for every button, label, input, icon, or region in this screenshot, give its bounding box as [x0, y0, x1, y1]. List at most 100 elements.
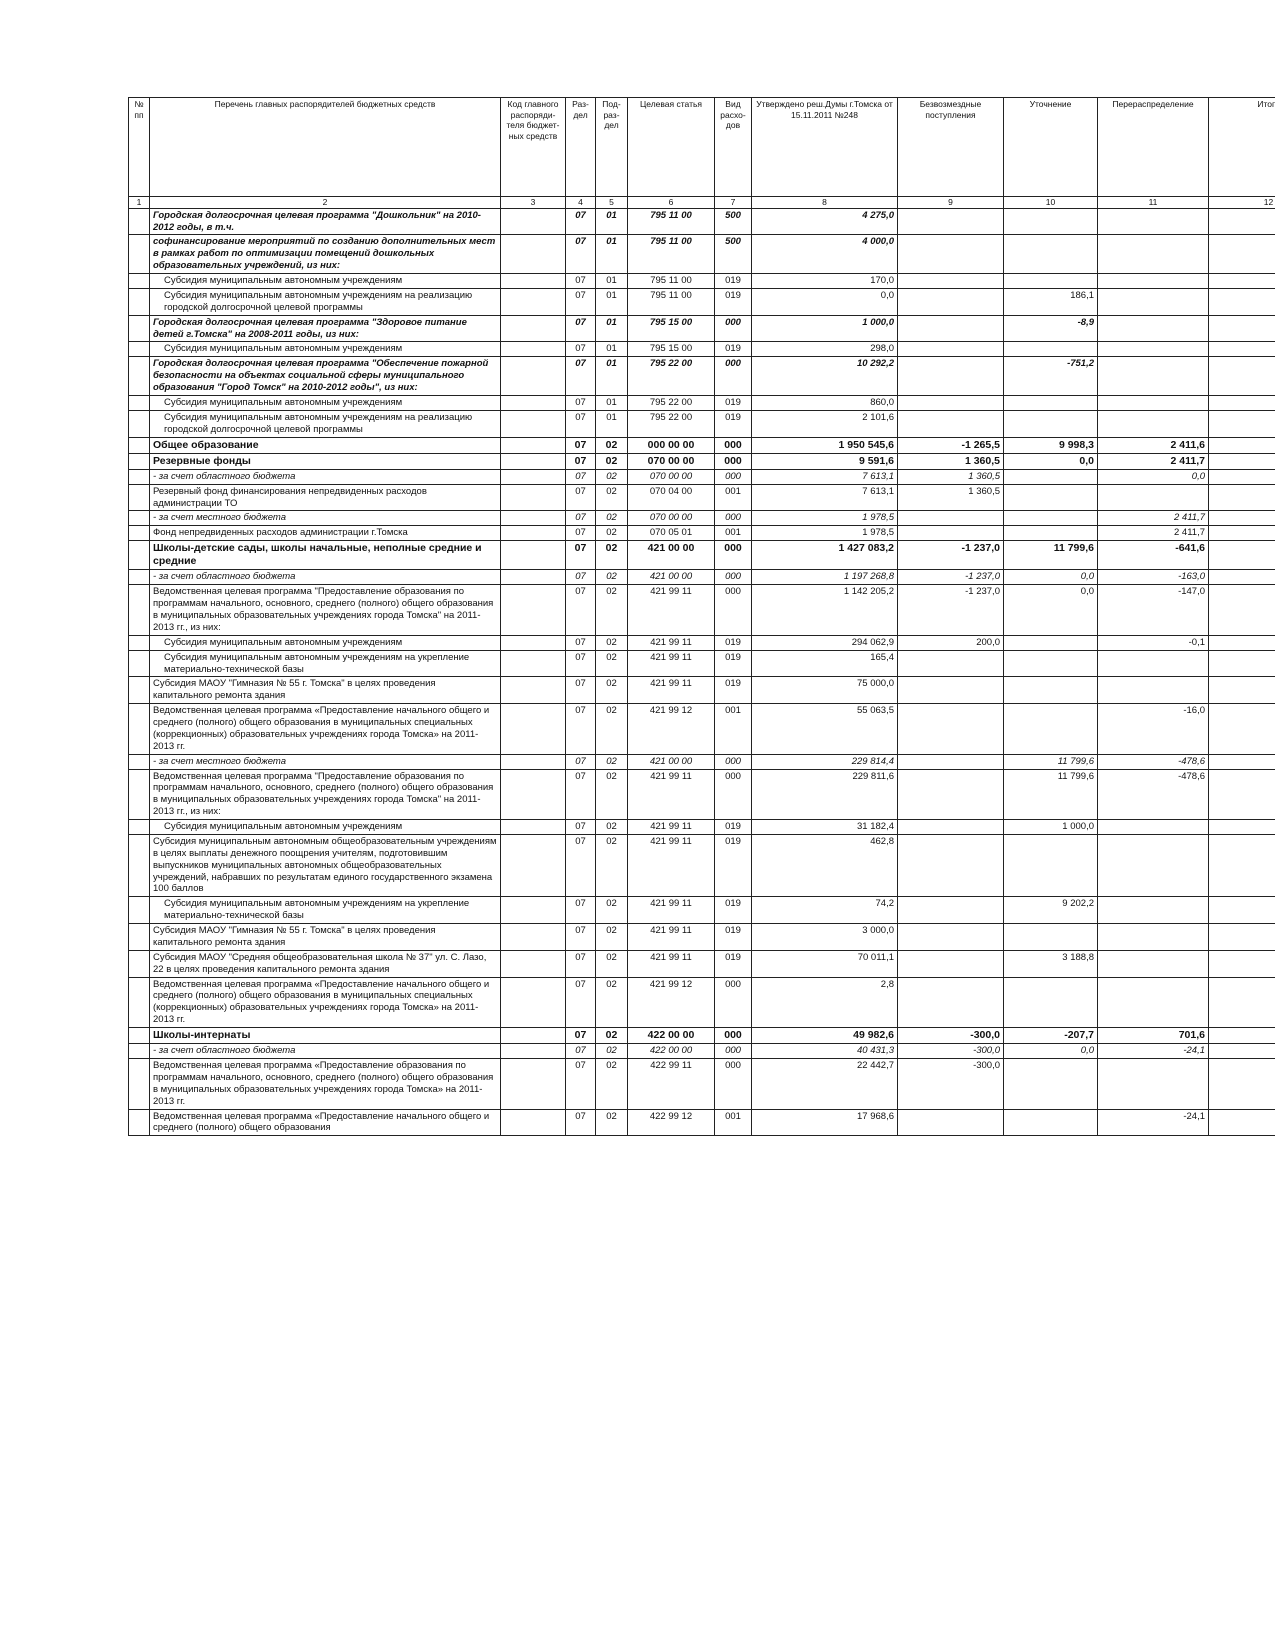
empty-cell — [1208, 634, 1275, 651]
table-row: софинансирование мероприятий по созданию… — [128, 234, 1275, 274]
cell-vr: 019 — [714, 649, 752, 678]
cell-razd: 07 — [565, 584, 596, 636]
cell-name: Субсидия муниципальным автономным учрежд… — [149, 287, 501, 316]
empty-cell — [500, 753, 566, 770]
cell-approved: 1 000,0 — [751, 314, 898, 343]
cell-approved: 1 950 545,6 — [751, 436, 898, 454]
cell-redist: 2 411,7 — [1097, 452, 1209, 470]
cell-name: Ведомственная целевая программа "Предост… — [149, 584, 501, 636]
cell-razd: 07 — [565, 1058, 596, 1110]
cell-name: Школы-интернаты — [149, 1026, 501, 1045]
cell-free: -1 237,0 — [897, 584, 1004, 636]
cell-cs: 422 00 00 — [627, 1026, 715, 1045]
table-row: Субсидия муниципальным автономным учрежд… — [128, 394, 1275, 411]
cell-free: -1 237,0 — [897, 569, 1004, 586]
empty-cell — [128, 314, 150, 343]
empty-cell — [1097, 833, 1209, 898]
empty-cell — [1003, 341, 1098, 358]
cell-vr: 000 — [714, 468, 752, 485]
column-number: 11 — [1097, 196, 1209, 209]
cell-vr: 019 — [714, 676, 752, 705]
cell-approved: 229 814,4 — [751, 753, 898, 770]
header-cell: Итого — [1208, 97, 1275, 197]
empty-cell — [1208, 409, 1275, 438]
cell-cs: 421 00 00 — [627, 753, 715, 770]
cell-razd: 07 — [565, 452, 596, 470]
cell-approved: 31 182,4 — [751, 819, 898, 835]
table-row: - за счет областного бюджета 07 02 421 00 0… — [128, 569, 1275, 586]
table-row: Городская долгосрочная целевая программа… — [128, 356, 1275, 396]
table-row: - за счет областного бюджета 07 02 070 00 0… — [128, 468, 1275, 485]
cell-approved: 7 613,1 — [751, 468, 898, 485]
cell-clar: 0,0 — [1003, 1043, 1098, 1059]
cell-razd: 07 — [565, 676, 596, 705]
header-cell: Под-раз-дел — [595, 97, 628, 197]
cell-name: Ведомственная целевая программа "Предост… — [149, 768, 501, 820]
cell-vr: 000 — [714, 584, 752, 636]
empty-cell — [1208, 341, 1275, 358]
table-row: Субсидия муниципальным автономным учрежд… — [128, 287, 1275, 316]
cell-podr: 02 — [595, 584, 628, 636]
cell-vr: 019 — [714, 341, 752, 358]
cell-approved: 2,8 — [751, 976, 898, 1028]
empty-cell — [500, 207, 566, 236]
cell-podr: 02 — [595, 703, 628, 755]
empty-cell — [128, 949, 150, 978]
cell-podr: 02 — [595, 1043, 628, 1059]
cell-podr: 01 — [595, 207, 628, 236]
cell-cs: 795 11 00 — [627, 287, 715, 316]
empty-cell — [128, 896, 150, 924]
cell-name: софинансирование мероприятий по созданию… — [149, 234, 501, 274]
cell-name: Субсидия муниципальным автономным учрежд… — [149, 409, 501, 438]
cell-name: Фонд непредвиденных расходов администрац… — [149, 525, 501, 542]
cell-razd: 07 — [565, 510, 596, 527]
header-cell: Код главного распоряди-теля бюджет-ных с… — [500, 97, 566, 197]
cell-approved: 0,0 — [751, 287, 898, 316]
cell-vr: 000 — [714, 976, 752, 1028]
empty-cell — [897, 394, 1004, 411]
empty-cell — [1208, 976, 1275, 1028]
empty-cell — [1097, 483, 1209, 512]
empty-cell — [128, 540, 150, 571]
empty-cell — [897, 341, 1004, 358]
cell-name: Субсидия МАОУ "Гимназия № 55 г. Томска" … — [149, 923, 501, 951]
cell-cs: 421 99 11 — [627, 768, 715, 820]
empty-cell — [128, 1058, 150, 1110]
empty-cell — [1208, 923, 1275, 951]
cell-name: Ведомственная целевая программа «Предост… — [149, 1058, 501, 1110]
cell-free: -1 265,5 — [897, 436, 1004, 454]
empty-cell — [500, 923, 566, 951]
column-number: 3 — [500, 196, 566, 209]
cell-podr: 02 — [595, 525, 628, 542]
empty-cell — [897, 649, 1004, 678]
empty-cell — [500, 976, 566, 1028]
cell-cs: 421 00 00 — [627, 540, 715, 571]
cell-razd: 07 — [565, 273, 596, 289]
cell-name: Городская долгосрочная целевая программа… — [149, 207, 501, 236]
header-cell: Вид расхо-дов — [714, 97, 752, 197]
cell-free: -300,0 — [897, 1026, 1004, 1045]
table-row: Городская долгосрочная целевая программа… — [128, 314, 1275, 343]
empty-cell — [128, 356, 150, 396]
cell-name: - за счет областного бюджета — [149, 569, 501, 586]
cell-approved: 74,2 — [751, 896, 898, 924]
cell-redist: -0,1 — [1097, 634, 1209, 651]
table-row: Резервные фонды 07 02 070 00 00 000 9 591,6 1 … — [128, 452, 1275, 470]
cell-vr: 019 — [714, 409, 752, 438]
cell-podr: 01 — [595, 341, 628, 358]
cell-clar: 9 998,3 — [1003, 436, 1098, 454]
cell-podr: 02 — [595, 483, 628, 512]
empty-cell — [500, 341, 566, 358]
empty-cell — [1003, 1108, 1098, 1137]
cell-name: Субсидия муниципальным автономным учрежд… — [149, 394, 501, 411]
cell-redist: -163,0 — [1097, 569, 1209, 586]
empty-cell — [1208, 483, 1275, 512]
empty-cell — [128, 569, 150, 586]
empty-cell — [500, 483, 566, 512]
cell-name: Городская долгосрочная целевая программа… — [149, 356, 501, 396]
empty-cell — [500, 273, 566, 289]
cell-cs: 421 99 11 — [627, 649, 715, 678]
column-number: 2 — [149, 196, 501, 209]
cell-razd: 07 — [565, 753, 596, 770]
empty-cell — [897, 510, 1004, 527]
